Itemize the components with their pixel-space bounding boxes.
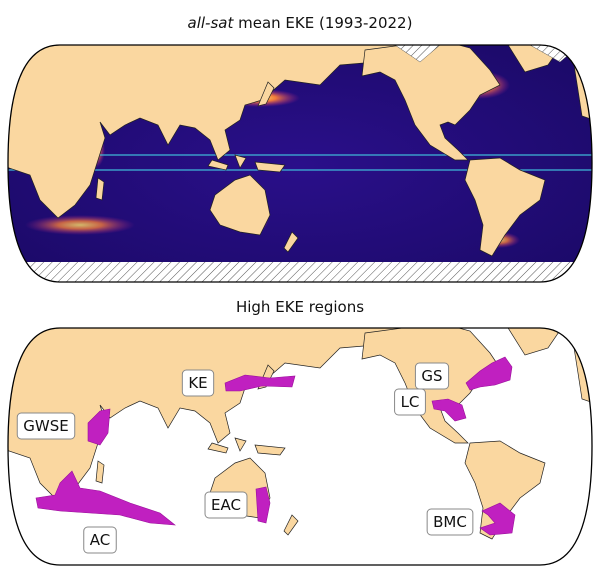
region-label-text: AC [90,531,110,549]
region-lc [431,398,467,422]
region-gwse [87,408,111,446]
label-box [204,491,248,519]
label-box [83,526,117,554]
region-ke [224,374,296,392]
map-body [7,327,593,566]
region-label: LC [394,388,426,416]
ice-mask [8,262,592,282]
region-label: KE [181,369,215,397]
region-gs [465,356,513,391]
region-label-text: GS [421,367,442,385]
eke-hotspot [25,215,135,235]
region-ac [35,470,176,526]
map-clip [8,328,592,565]
region-label-text: LC [401,393,420,411]
label-box [414,362,450,390]
label-box [394,388,426,416]
region-bmc [479,502,516,536]
region-label: BMC [426,508,474,536]
title-rest: mean EKE (1993-2022) [238,14,412,32]
region-label: GWSE [16,412,76,440]
region-label: EAC [204,491,248,519]
region-label: AC [83,526,117,554]
region-label-text: KE [188,374,207,392]
map-title: High EKE regions [236,298,364,316]
label-box [426,508,474,536]
map-body [8,45,592,282]
map-frame [7,327,593,566]
map-frame [7,44,593,283]
region-eac [255,486,271,524]
label-box [16,412,76,440]
region-label-text: EAC [211,496,241,514]
label-box [181,369,215,397]
map-title: all-sat mean EKE (1993-2022) [188,14,413,32]
region-label-text: BMC [433,513,467,531]
region-label-text: GWSE [23,417,68,435]
region-label: GS [414,362,450,390]
eke-map: all-sat mean EKE (1993-2022) [7,14,593,283]
title-italic: all-sat [188,14,235,32]
